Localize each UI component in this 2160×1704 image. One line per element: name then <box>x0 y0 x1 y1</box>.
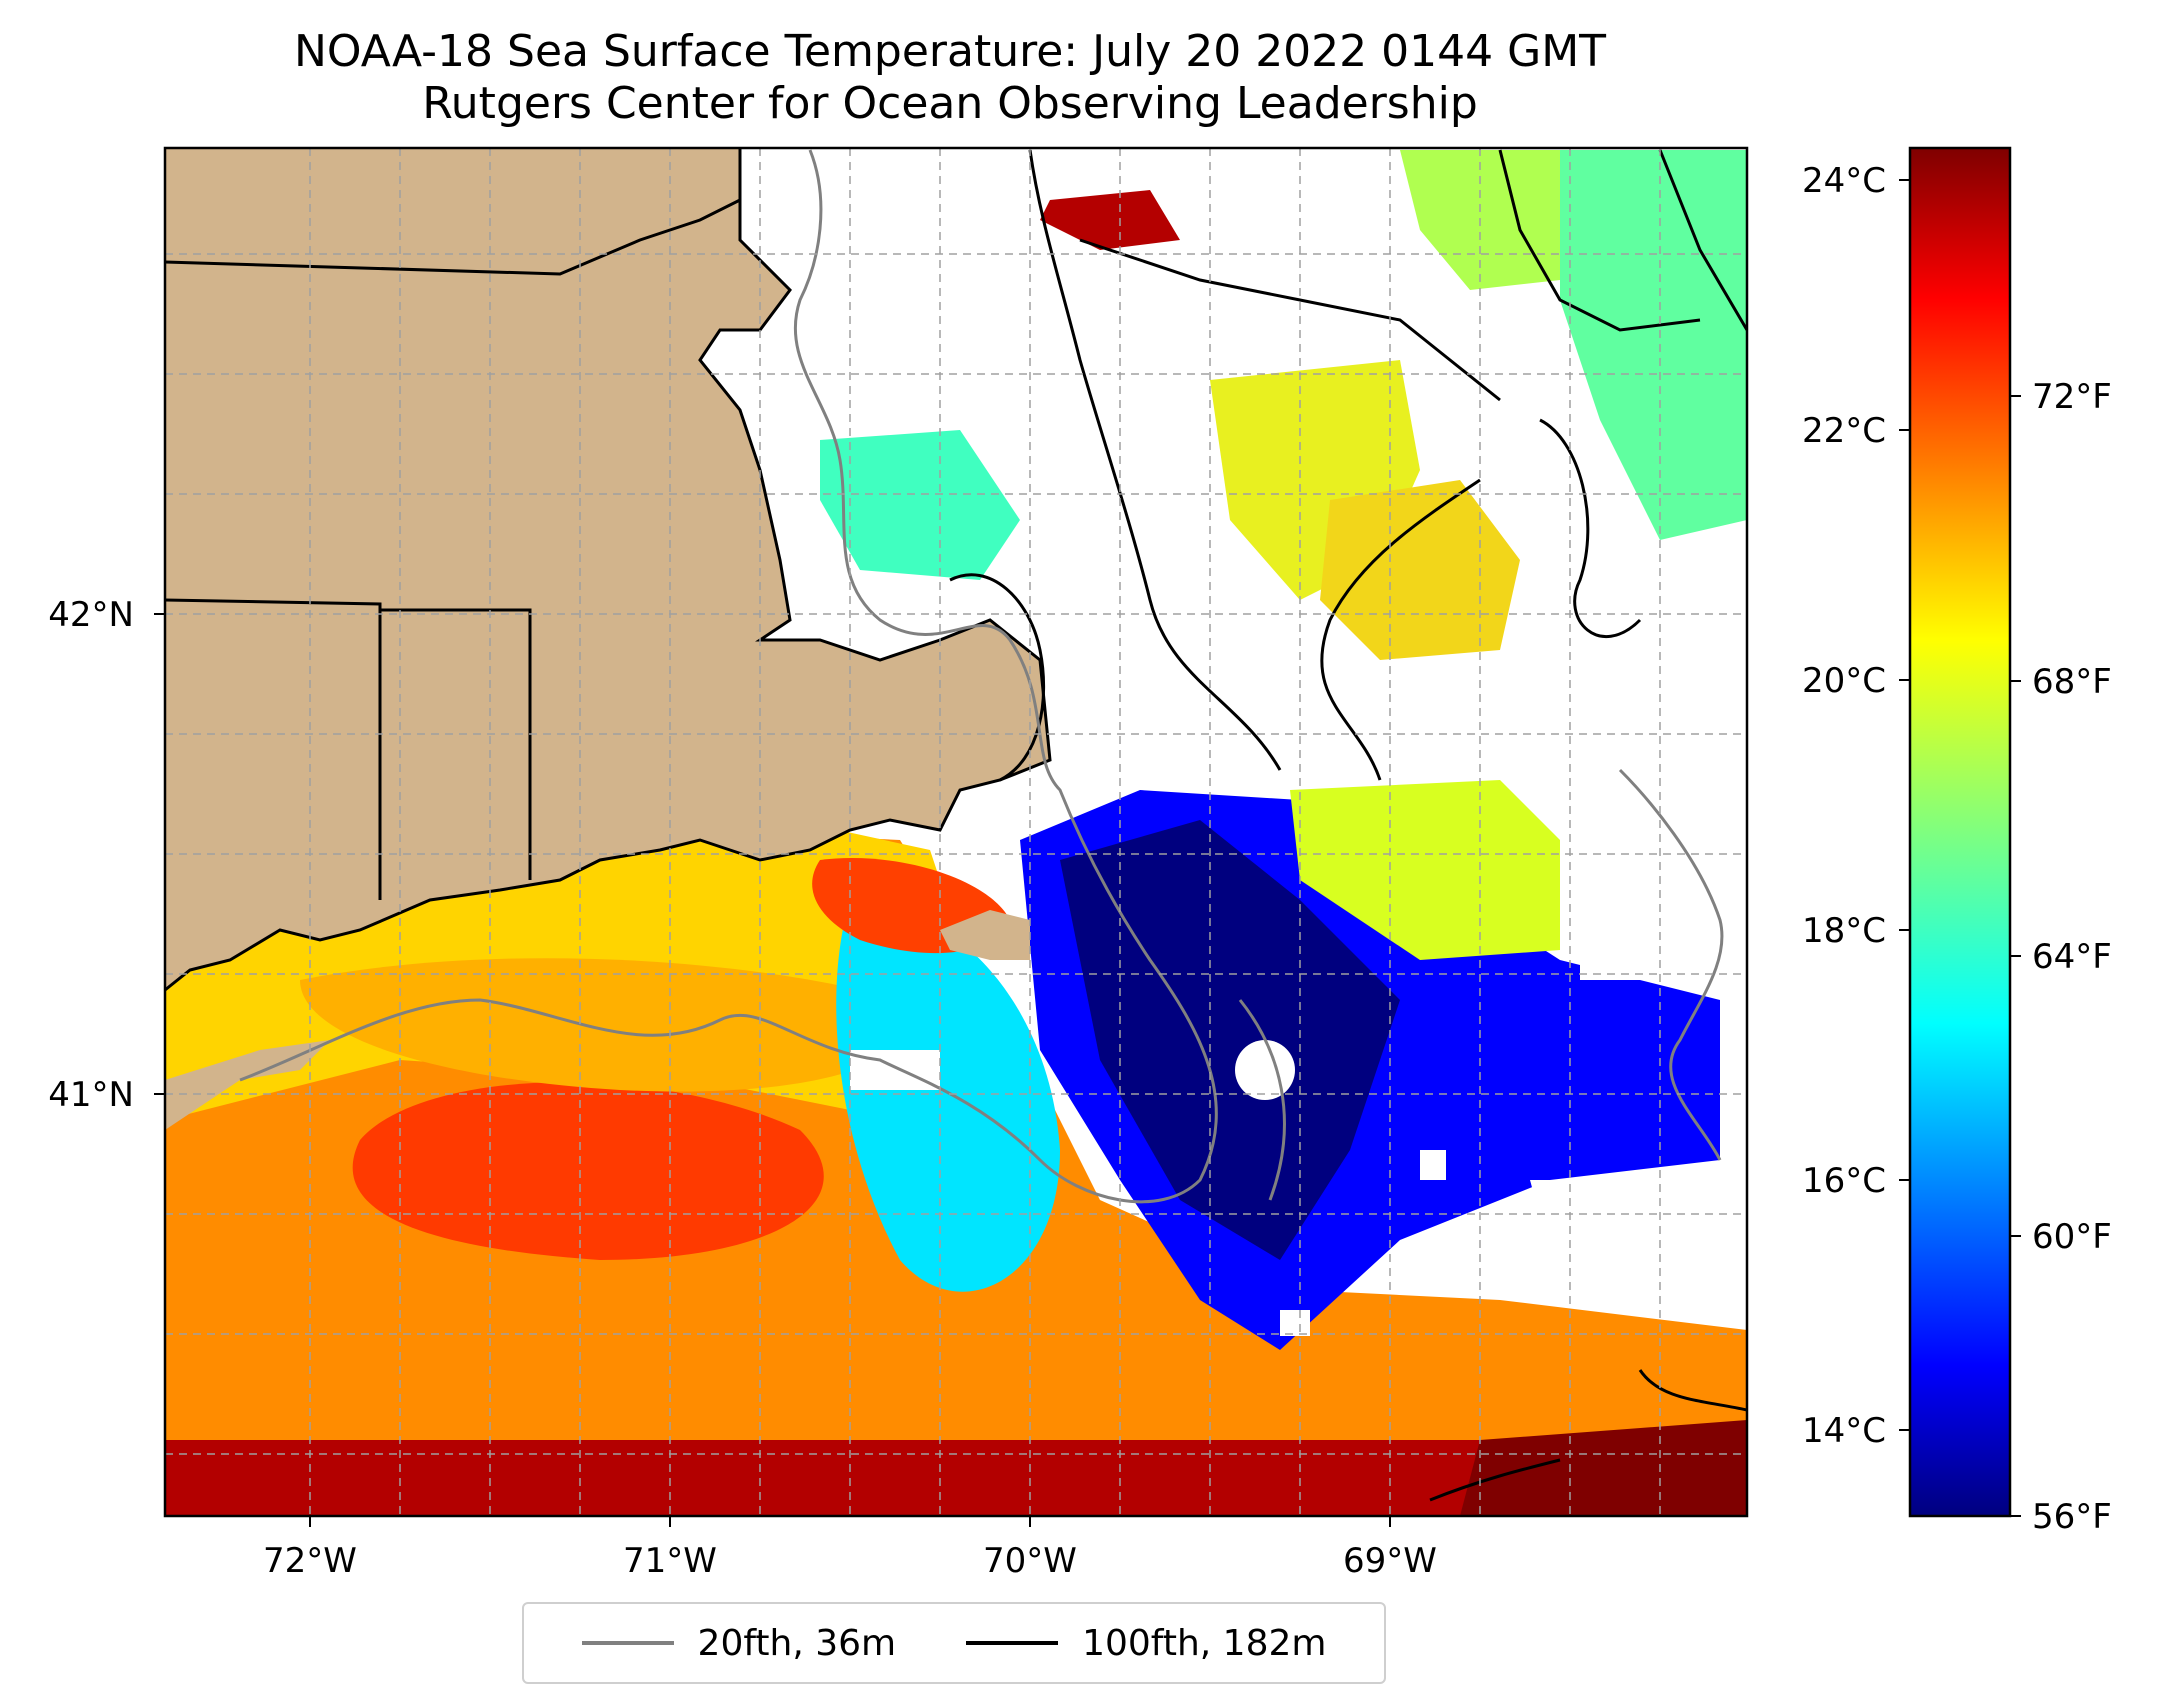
plot-frame <box>163 146 1749 1518</box>
fahrenheit-tick-64: 64°F <box>2032 937 2112 977</box>
celsius-tick-24: 24°C <box>1802 161 1886 201</box>
cape-cod-coast <box>949 573 1046 782</box>
shelf-warm-band <box>300 958 908 1092</box>
celsius-tick-14: 14°C <box>1802 1411 1886 1451</box>
legend-line-black <box>966 1641 1059 1645</box>
coastline <box>165 148 1052 992</box>
legend-label-100fth: 100fth, 182m <box>1082 1622 1327 1664</box>
gulf-maine-patch-2 <box>1320 480 1520 660</box>
legend-label-20fth: 20fth, 36m <box>697 1622 897 1664</box>
border-nh-ma <box>165 198 741 276</box>
celsius-tick-22: 22°C <box>1802 411 1886 451</box>
land-new-england <box>165 148 1050 990</box>
fahrenheit-tick-72: 72°F <box>2032 377 2112 417</box>
legend-item-100fth: 100fth, 182m <box>966 1623 1326 1664</box>
gulf-stream-warm <box>1460 1420 1747 1516</box>
cloud-gap-2 <box>1235 1040 1295 1100</box>
fahrenheit-tick-68: 68°F <box>2032 662 2112 702</box>
border-ma-ri <box>380 608 532 880</box>
contour-100fth <box>1028 149 1747 1502</box>
cool-intrusion <box>836 900 1060 1292</box>
chart-title: NOAA-18 Sea Surface Temperature: July 20… <box>0 26 1900 130</box>
gridlines <box>165 148 1747 1516</box>
title-line-2: Rutgers Center for Ocean Observing Leade… <box>422 78 1478 129</box>
cold-core <box>1060 820 1400 1260</box>
y-tick-label-42n: 42°N <box>48 595 134 635</box>
y-tick-label-41n: 41°N <box>48 1075 134 1115</box>
warm-eddy <box>352 1082 824 1260</box>
contour-20fth <box>239 149 1724 1204</box>
x-tick-label-71w: 71°W <box>623 1541 717 1581</box>
legend-line-gray <box>581 1641 674 1645</box>
legend: 20fth, 36m 100fth, 182m <box>522 1602 1386 1684</box>
georges-bank-water <box>1290 780 1560 960</box>
celsius-tick-16: 16°C <box>1802 1161 1886 1201</box>
legend-item-20fth: 20fth, 36m <box>581 1622 897 1664</box>
cloud-gap-6 <box>1580 750 1747 980</box>
x-tick-label-69w: 69°W <box>1343 1541 1437 1581</box>
celsius-tick-20: 20°C <box>1802 661 1886 701</box>
land-long-island <box>165 1040 330 1130</box>
celsius-ticks <box>1899 179 1910 1431</box>
celsius-tick-18: 18°C <box>1802 911 1886 951</box>
fahrenheit-ticks <box>2010 395 2021 1517</box>
land-nantucket <box>940 910 1030 960</box>
map-area <box>165 148 1747 1516</box>
title-line-1: NOAA-18 Sea Surface Temperature: July 20… <box>293 26 1607 77</box>
x-ticks <box>309 1516 1391 1527</box>
cape-cod-bay-water <box>820 430 1020 580</box>
warm-coastal-patch <box>1040 190 1180 250</box>
fahrenheit-tick-56: 56°F <box>2032 1497 2112 1537</box>
cloud-gap-4 <box>1280 1310 1310 1336</box>
cloud-gap-3 <box>1420 1150 1446 1180</box>
colorbar <box>1908 146 2012 1518</box>
fahrenheit-tick-60: 60°F <box>2032 1217 2112 1257</box>
y-ticks <box>154 613 165 1095</box>
x-tick-label-70w: 70°W <box>983 1541 1077 1581</box>
border-ma-ct <box>165 598 382 900</box>
x-tick-label-72w: 72°W <box>263 1541 357 1581</box>
cloud-gap-5 <box>1530 1180 1690 1290</box>
